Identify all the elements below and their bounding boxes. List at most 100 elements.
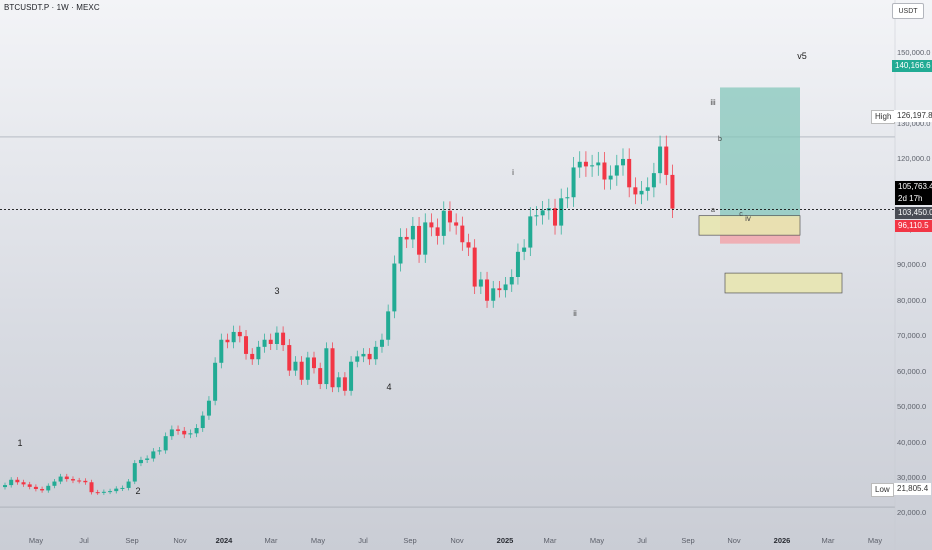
candle-body <box>410 225 415 240</box>
time-axis-label: Mar <box>821 536 835 545</box>
candle-body <box>169 429 174 437</box>
wave-label-a: a <box>711 207 715 214</box>
candle-body <box>621 158 625 166</box>
candle-body <box>120 487 125 489</box>
price-axis-label: 40,000.0 <box>897 437 927 447</box>
candle-body <box>3 485 7 488</box>
candle-body <box>361 353 366 357</box>
time-axis-label: Mar <box>264 536 278 545</box>
price-axis-label: 20,000.0 <box>897 508 927 518</box>
candle-body <box>515 251 520 277</box>
time-axis-label: Jul <box>79 536 89 545</box>
candle-body <box>21 482 26 485</box>
candle-body <box>237 331 242 337</box>
candle-body <box>602 162 607 180</box>
candle-body <box>244 336 249 354</box>
wave-label-i: i <box>512 168 514 177</box>
candle-body <box>70 479 75 481</box>
candle-body <box>40 488 45 491</box>
wave-label-4: 4 <box>386 382 392 392</box>
price-axis-label: 30,000.0 <box>897 473 927 482</box>
candle-body <box>330 348 335 388</box>
time-axis-label: May <box>28 536 44 545</box>
wave-label-iii: iii <box>710 98 716 107</box>
candle-body <box>386 311 391 340</box>
support-box[interactable] <box>724 272 843 294</box>
symbol-title: BTCUSDT.P · 1W · MEXC <box>4 3 100 12</box>
candle-body <box>287 345 292 371</box>
price-axis-label: 120,000.0 <box>897 153 931 163</box>
time-axis-label: Mar <box>543 536 557 545</box>
candle-body <box>145 458 150 460</box>
candle-body <box>182 430 187 435</box>
price-axis-label: 80,000.0 <box>897 295 927 305</box>
entry-box[interactable] <box>698 215 801 236</box>
candle-body <box>417 225 422 255</box>
time-axis-label: May <box>867 536 883 545</box>
candle-body <box>379 339 384 347</box>
candle-body <box>349 361 354 391</box>
candle-body <box>596 162 601 166</box>
time-axis-label: 2024 <box>215 536 233 545</box>
time-axis-label: 2025 <box>496 536 514 545</box>
target-zone[interactable] <box>720 87 800 218</box>
candle-body <box>503 284 508 291</box>
candle-body <box>256 346 261 360</box>
candle-body <box>571 167 576 198</box>
candle-body <box>163 436 168 451</box>
candle-body <box>101 491 106 493</box>
price-axis-label: 60,000.0 <box>897 366 927 376</box>
currency-button[interactable]: USDT <box>892 3 924 19</box>
candle-body <box>485 279 490 301</box>
candles <box>3 135 675 495</box>
wave-label-2: 2 <box>135 486 141 496</box>
candle-body <box>670 174 675 209</box>
candle-body <box>497 288 502 291</box>
candle-body <box>565 197 570 199</box>
candle-body <box>219 339 224 363</box>
candle-body <box>478 279 483 287</box>
price-axis-label: 150,000.0 <box>897 47 931 57</box>
low-label: Low <box>871 483 894 497</box>
target-price-tag: 140,166.6 <box>892 60 932 72</box>
wave-label-ii: ii <box>573 309 577 318</box>
high-value-tag: 126,197.8 <box>894 110 932 122</box>
candle-body <box>651 173 656 188</box>
entry-price-tag: 103,450.0 <box>895 207 932 219</box>
price-axis-label: 70,000.0 <box>897 331 927 341</box>
candle-body <box>324 348 329 385</box>
candle-body <box>590 165 595 167</box>
candle-body <box>138 459 143 464</box>
time-axis-label: Sep <box>403 536 417 545</box>
candle-body <box>373 346 378 360</box>
candle-body <box>528 216 533 248</box>
candle-body <box>336 377 341 388</box>
time-axis-label: May <box>310 536 326 545</box>
time-axis-label: Jul <box>358 536 368 545</box>
candle-body <box>95 492 100 494</box>
stop-price-tag: 96,110.5 <box>895 220 932 232</box>
candle-body <box>250 353 255 360</box>
time-axis-label: Sep <box>125 536 139 545</box>
candle-body <box>188 433 193 435</box>
candle-body <box>46 485 51 491</box>
candle-body <box>33 486 38 489</box>
candle-body <box>281 332 286 346</box>
candle-body <box>398 236 403 264</box>
countdown-tag: 2d 17h <box>895 193 932 205</box>
candle-body <box>213 362 218 401</box>
time-axis-label: Nov <box>450 536 464 545</box>
candle-body <box>89 482 94 493</box>
high-label: High <box>871 110 896 124</box>
candle-body <box>194 428 199 434</box>
candle-body <box>466 242 471 248</box>
candle-body <box>553 208 558 226</box>
time-axis-label: Jul <box>637 536 647 545</box>
time-axis-label: Nov <box>173 536 187 545</box>
candle-body <box>299 361 304 380</box>
last-price-tag: 105,763.4 <box>895 181 932 193</box>
candle-body <box>293 361 298 371</box>
candle-body <box>460 225 465 243</box>
